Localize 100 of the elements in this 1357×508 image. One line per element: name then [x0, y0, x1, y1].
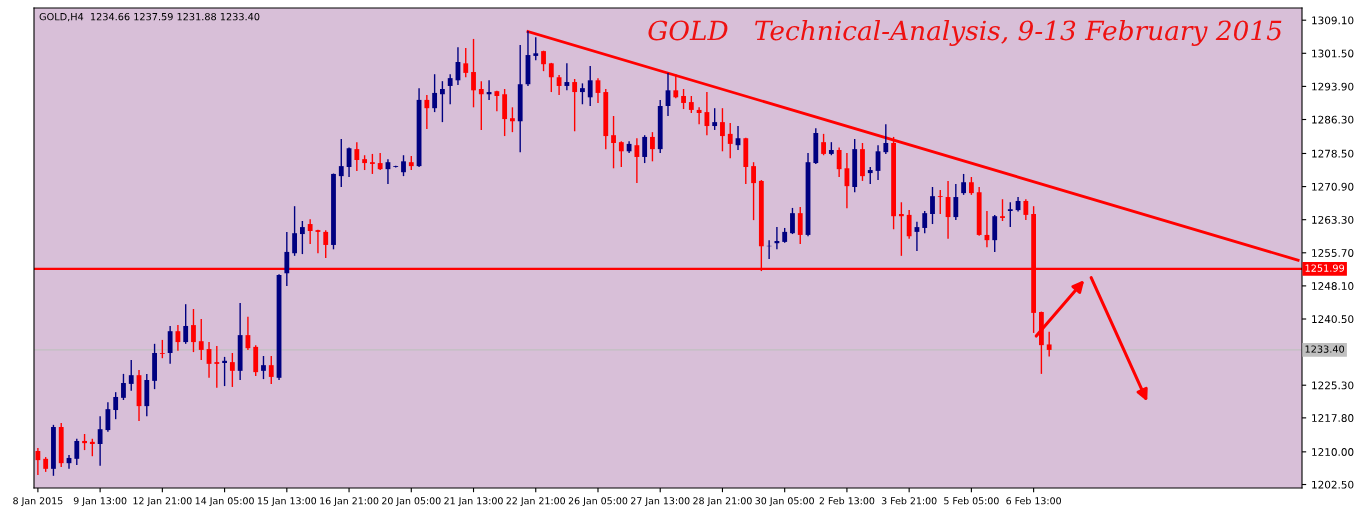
y-tick-label: 1210.00 [1312, 448, 1354, 456]
candlestick [1023, 198, 1029, 221]
candlestick [720, 107, 725, 152]
candlestick [611, 115, 616, 169]
candlestick [105, 401, 111, 433]
candlestick [992, 214, 998, 253]
y-tick-label: 1263.30 [1312, 215, 1354, 224]
x-tick-label: 12 Jan 21:00 [133, 497, 192, 507]
candlestick [580, 82, 585, 105]
candlestick [229, 352, 235, 388]
ref-line-label: 1251.99 [1305, 264, 1345, 272]
y-tick-label: 1270.90 [1312, 182, 1354, 191]
candlestick [821, 133, 826, 156]
candlestick [424, 94, 430, 130]
x-tick-label: 3 Feb 21:00 [881, 497, 937, 505]
candlestick [222, 356, 227, 387]
x-tick-label: 6 Feb 13:00 [1006, 497, 1061, 505]
candlestick [183, 303, 189, 345]
x-tick-label: 26 Jan 05:00 [568, 497, 628, 507]
candlestick [268, 355, 274, 385]
candlestick [510, 106, 515, 133]
x-tick-label: 20 Jan 05:00 [382, 497, 441, 507]
candlestick [1046, 330, 1052, 358]
x-tick-label: 5 Feb 05:00 [944, 497, 999, 505]
candlestick [299, 220, 305, 255]
candlestick [681, 88, 686, 110]
y-tick-label: 1217.80 [1312, 414, 1354, 422]
candlestick [533, 36, 539, 61]
candlestick [961, 173, 967, 196]
x-tick-label: 28 Jan 21:00 [693, 497, 752, 507]
candlestick [922, 210, 928, 234]
candlestick [673, 73, 679, 99]
ref-line-label: 1233.40 [1305, 345, 1345, 353]
candlestick [797, 206, 803, 245]
y-tick-label: 1286.30 [1312, 115, 1354, 124]
x-tick-label: 16 Jan 21:00 [320, 497, 379, 507]
x-tick-label: 15 Jan 13:00 [257, 497, 317, 507]
candlestick [338, 138, 344, 188]
y-tick-label: 1278.50 [1312, 149, 1354, 158]
candlestick [471, 38, 476, 109]
candlestick [564, 62, 570, 92]
y-tick-label: 1309.10 [1312, 16, 1354, 25]
y-tick-label: 1255.70 [1312, 249, 1354, 257]
candlestick [354, 141, 360, 172]
candlestick [113, 391, 119, 420]
candlestick [167, 325, 173, 365]
candlestick [478, 80, 484, 131]
candlestick [883, 123, 889, 155]
candlestick [439, 80, 445, 123]
candlestick [937, 189, 943, 215]
annotation: GOLD,H4 1234.66 1237.59 1231.88 1233.40 [39, 12, 260, 22]
y-tick-label: 1202.50 [1312, 480, 1354, 489]
candlestick [751, 161, 756, 221]
candlestick [128, 359, 134, 392]
candlestick [836, 146, 842, 178]
candlestick [377, 152, 383, 171]
candlestick [401, 154, 406, 177]
candlestick [634, 137, 640, 184]
candlestick [727, 122, 733, 159]
candlestick [284, 231, 290, 287]
candlestick [774, 226, 780, 251]
candlestick [587, 65, 593, 107]
candlestick [214, 345, 220, 389]
x-tick-label: 14 Jan 05:00 [195, 497, 254, 507]
candlestick [159, 339, 165, 359]
y-tick-label: 1293.90 [1312, 82, 1354, 91]
candlestick [618, 140, 624, 168]
candlestick [198, 318, 204, 361]
x-tick-label: 22 Jan 21:00 [506, 497, 566, 507]
candlestick [369, 153, 375, 175]
candlestick [97, 415, 103, 467]
candlestick [1007, 201, 1013, 228]
candlestick [261, 355, 266, 380]
y-tick-label: 1301.50 [1312, 49, 1354, 58]
candlestick [307, 218, 313, 245]
candlestick [432, 73, 438, 113]
candlestick [292, 205, 298, 257]
candlestick [953, 183, 959, 221]
y-tick-label: 1225.30 [1312, 381, 1354, 390]
candlestick [556, 74, 562, 96]
x-tick-label: 8 Jan 2015 [13, 497, 63, 507]
candlestick [790, 207, 795, 235]
y-tick-label: 1240.50 [1312, 315, 1354, 324]
candlestick [191, 308, 196, 353]
candlestick [121, 373, 126, 401]
candlestick [35, 447, 41, 476]
candlestick [1000, 198, 1005, 222]
candlestick [712, 107, 718, 131]
candlestick [463, 47, 469, 78]
candlestick [548, 62, 554, 93]
y-tick-label: 1248.10 [1312, 282, 1354, 290]
chart-title: GOLD Technical-Analysis, 9-13 February 2015 [648, 20, 1282, 46]
x-tick-label: 21 Jan 13:00 [444, 497, 503, 507]
x-tick-label: 27 Jan 13:00 [631, 497, 690, 507]
candlestick [906, 209, 912, 240]
candlestick [696, 106, 702, 125]
candlestick [447, 73, 453, 105]
candlestick [704, 91, 710, 136]
x-tick-label: 2 Feb 13:00 [819, 497, 875, 505]
candlestick [650, 131, 655, 163]
